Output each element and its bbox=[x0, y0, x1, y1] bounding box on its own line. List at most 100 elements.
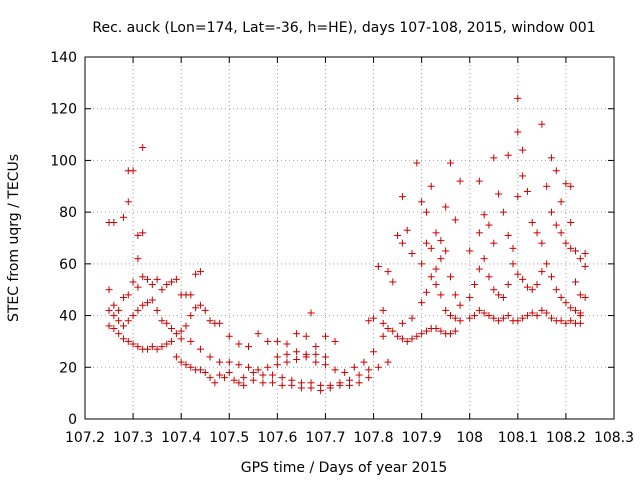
data-point bbox=[562, 319, 570, 327]
data-point bbox=[567, 182, 575, 190]
data-point bbox=[302, 350, 310, 358]
data-point bbox=[293, 330, 301, 338]
chart-title: Rec. auck (Lon=174, Lat=-36, h=HE), days… bbox=[92, 20, 595, 36]
data-point bbox=[538, 120, 546, 128]
data-point bbox=[288, 376, 296, 384]
data-point bbox=[216, 371, 224, 379]
data-point bbox=[124, 198, 132, 206]
data-point bbox=[557, 293, 565, 301]
x-tick-label: 108.1 bbox=[498, 430, 538, 446]
data-point bbox=[471, 281, 479, 289]
y-tick-label: 80 bbox=[59, 205, 77, 221]
data-point bbox=[543, 182, 551, 190]
data-point bbox=[196, 301, 204, 309]
data-point bbox=[499, 314, 507, 322]
data-point bbox=[249, 376, 257, 384]
data-point bbox=[437, 327, 445, 335]
data-point bbox=[523, 187, 531, 195]
data-point bbox=[456, 317, 464, 325]
data-point bbox=[528, 309, 536, 317]
data-point bbox=[278, 374, 286, 382]
data-point bbox=[139, 273, 147, 281]
data-point bbox=[235, 361, 243, 369]
data-point bbox=[187, 291, 195, 299]
data-point bbox=[552, 286, 560, 294]
data-point bbox=[379, 332, 387, 340]
x-tick-label: 107.2 bbox=[65, 430, 105, 446]
data-point bbox=[105, 286, 113, 294]
y-tick-label: 0 bbox=[68, 412, 77, 428]
data-point bbox=[547, 273, 555, 281]
data-point bbox=[451, 314, 459, 322]
data-point bbox=[398, 239, 406, 247]
data-point bbox=[442, 306, 450, 314]
data-point bbox=[119, 293, 127, 301]
data-point bbox=[562, 239, 570, 247]
data-point bbox=[422, 288, 430, 296]
data-point bbox=[576, 255, 584, 263]
data-point bbox=[182, 322, 190, 330]
data-point bbox=[422, 327, 430, 335]
data-point bbox=[355, 371, 363, 379]
data-point bbox=[408, 250, 416, 258]
data-point bbox=[115, 317, 123, 325]
data-point bbox=[163, 281, 171, 289]
data-point bbox=[158, 343, 166, 351]
data-point bbox=[134, 306, 142, 314]
data-point bbox=[389, 278, 397, 286]
grid bbox=[85, 57, 614, 419]
data-point bbox=[408, 314, 416, 322]
data-point bbox=[495, 317, 503, 325]
data-point bbox=[504, 281, 512, 289]
data-point bbox=[293, 356, 301, 364]
data-point bbox=[514, 317, 522, 325]
data-point bbox=[576, 319, 584, 327]
data-point bbox=[206, 374, 214, 382]
data-point bbox=[259, 371, 267, 379]
data-point bbox=[172, 330, 180, 338]
data-point bbox=[519, 314, 527, 322]
data-point bbox=[148, 296, 156, 304]
data-point bbox=[196, 345, 204, 353]
y-tick-label: 20 bbox=[59, 360, 77, 376]
data-point bbox=[413, 332, 421, 340]
data-point bbox=[398, 335, 406, 343]
data-point bbox=[384, 325, 392, 332]
data-point bbox=[442, 203, 450, 211]
data-point bbox=[370, 348, 378, 356]
y-tick-label: 140 bbox=[50, 50, 77, 66]
data-point bbox=[528, 218, 536, 226]
data-point bbox=[211, 379, 219, 387]
data-point bbox=[557, 229, 565, 237]
data-points bbox=[105, 94, 589, 395]
data-point bbox=[418, 198, 426, 206]
data-point bbox=[177, 327, 185, 335]
data-point bbox=[321, 361, 329, 369]
data-point bbox=[490, 286, 498, 294]
data-point bbox=[196, 366, 204, 374]
data-point bbox=[403, 337, 411, 345]
data-point bbox=[134, 255, 142, 263]
data-point bbox=[148, 343, 156, 351]
data-point bbox=[269, 379, 277, 387]
data-point bbox=[499, 293, 507, 301]
data-point bbox=[374, 262, 382, 270]
data-point bbox=[259, 379, 267, 387]
data-point bbox=[475, 229, 483, 237]
data-point bbox=[124, 167, 132, 175]
data-point bbox=[480, 309, 488, 317]
data-point bbox=[350, 363, 358, 371]
data-point bbox=[499, 208, 507, 216]
data-point bbox=[264, 363, 272, 371]
y-tick-label: 120 bbox=[50, 102, 77, 118]
data-point bbox=[225, 332, 233, 340]
data-point bbox=[547, 154, 555, 162]
data-point bbox=[581, 262, 589, 270]
data-point bbox=[466, 293, 474, 301]
data-point bbox=[192, 270, 200, 278]
data-point bbox=[365, 317, 373, 325]
data-point bbox=[475, 306, 483, 314]
x-tick-label: 107.5 bbox=[209, 430, 249, 446]
data-point bbox=[581, 293, 589, 301]
data-point bbox=[158, 286, 166, 294]
